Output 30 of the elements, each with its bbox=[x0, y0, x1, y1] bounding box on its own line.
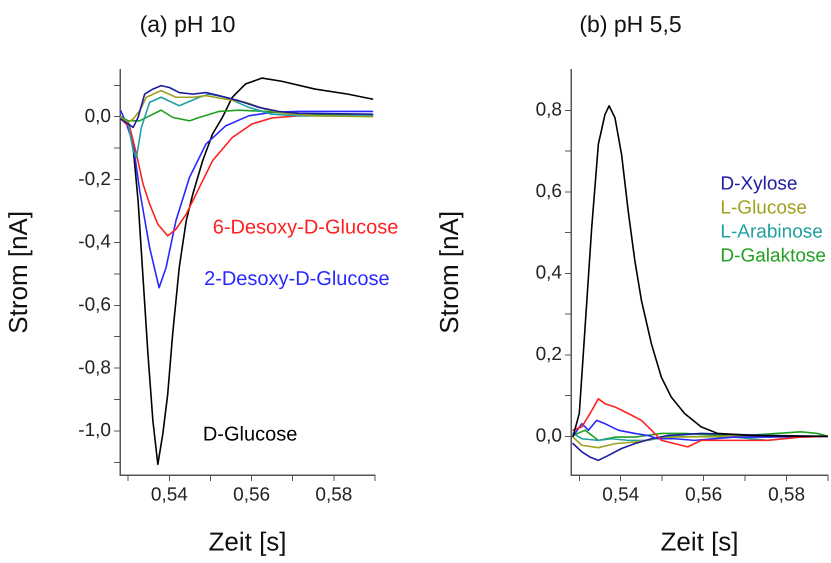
text: L-Glucose bbox=[720, 198, 808, 219]
x-tick-label: 0,58 bbox=[315, 484, 352, 506]
series-label: 2-Desoxy-D-Glucose bbox=[204, 268, 390, 290]
x-tick-label: 0,54 bbox=[602, 484, 640, 506]
y-axis-title: Strom [nA] bbox=[2, 210, 33, 334]
text: D-Xylose bbox=[720, 174, 798, 195]
x-axis-title: Zeit [s] bbox=[660, 526, 739, 557]
y-axis-title: Strom [nA] bbox=[434, 210, 464, 334]
x-tick-label: 0,56 bbox=[233, 484, 270, 506]
y-tick-label: 0,0 bbox=[536, 426, 562, 447]
series-label: 6-Desoxy-D-Glucose bbox=[212, 216, 398, 238]
chart-title: (b) pH 5,5 bbox=[579, 11, 682, 38]
y-tick-label: -0,8 bbox=[78, 357, 111, 378]
y-tick-label: 0,8 bbox=[536, 100, 562, 121]
x-tick-label: 0,56 bbox=[685, 484, 722, 506]
y-tick-label: 0,0 bbox=[84, 106, 111, 127]
y-tick-label: 0,2 bbox=[536, 344, 562, 366]
x-axis-title: Zeit [s] bbox=[208, 526, 287, 557]
text: L-Arabinose bbox=[720, 222, 823, 243]
chart-title: (a) pH 10 bbox=[140, 11, 236, 38]
x-tick-label: 0,58 bbox=[768, 484, 806, 506]
y-tick-label: -0,6 bbox=[78, 294, 111, 316]
x-tick-label: 0,54 bbox=[150, 484, 188, 506]
y-tick-label: 0,4 bbox=[536, 262, 562, 284]
y-tick-label: -0,4 bbox=[78, 232, 112, 253]
text: D-Galaktose bbox=[720, 246, 826, 267]
series-label: D-Glucose bbox=[202, 424, 298, 446]
y-tick-label: -1,0 bbox=[78, 420, 111, 442]
y-tick-label: -0,2 bbox=[78, 168, 111, 190]
y-tick-label: 0,6 bbox=[536, 181, 562, 202]
